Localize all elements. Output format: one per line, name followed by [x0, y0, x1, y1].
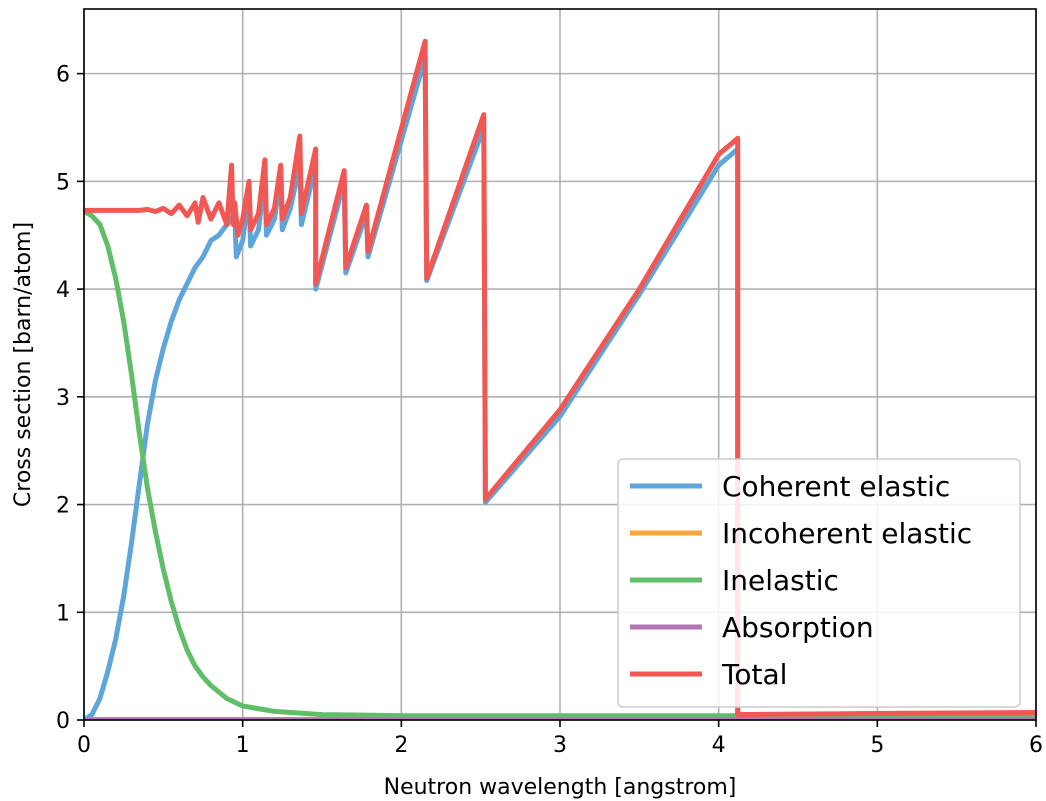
y-tick-label: 5 — [56, 170, 70, 195]
x-axis-label: Neutron wavelength [angstrom] — [384, 775, 737, 800]
legend-box — [617, 458, 1021, 708]
y-tick-label: 1 — [56, 601, 70, 626]
x-tick-label: 0 — [77, 733, 91, 758]
series-line-inelastic — [84, 209, 1036, 719]
legend-label: Total — [721, 658, 787, 691]
y-tick-label: 3 — [56, 386, 70, 411]
y-tick-label: 0 — [56, 709, 70, 734]
legend: Coherent elastic Incoherent elastic Inelas… — [617, 458, 1021, 708]
legend-label: Absorption — [722, 611, 874, 644]
series-line-total — [84, 38, 1036, 718]
y-tick-label: 4 — [56, 278, 70, 303]
y-tick-label: 6 — [56, 63, 70, 88]
legend-label: Incoherent elastic — [722, 517, 972, 550]
x-tick-label: 6 — [1029, 733, 1043, 758]
y-tick-label: 2 — [56, 494, 70, 519]
x-tick-label: 2 — [394, 733, 408, 758]
x-tick-label: 3 — [553, 733, 567, 758]
legend-label: Coherent elastic — [722, 470, 950, 503]
y-axis-label: Cross section [barn/atom] — [11, 222, 36, 507]
x-tick-label: 1 — [236, 733, 250, 758]
x-tick-label: 4 — [712, 733, 726, 758]
x-tick-label: 5 — [870, 733, 884, 758]
axis-ticks: 0 1 2 3 4 5 6 0 1 2 3 4 5 6 — [56, 63, 1043, 758]
grid — [83, 9, 1037, 721]
legend-label: Inelastic — [722, 564, 839, 597]
